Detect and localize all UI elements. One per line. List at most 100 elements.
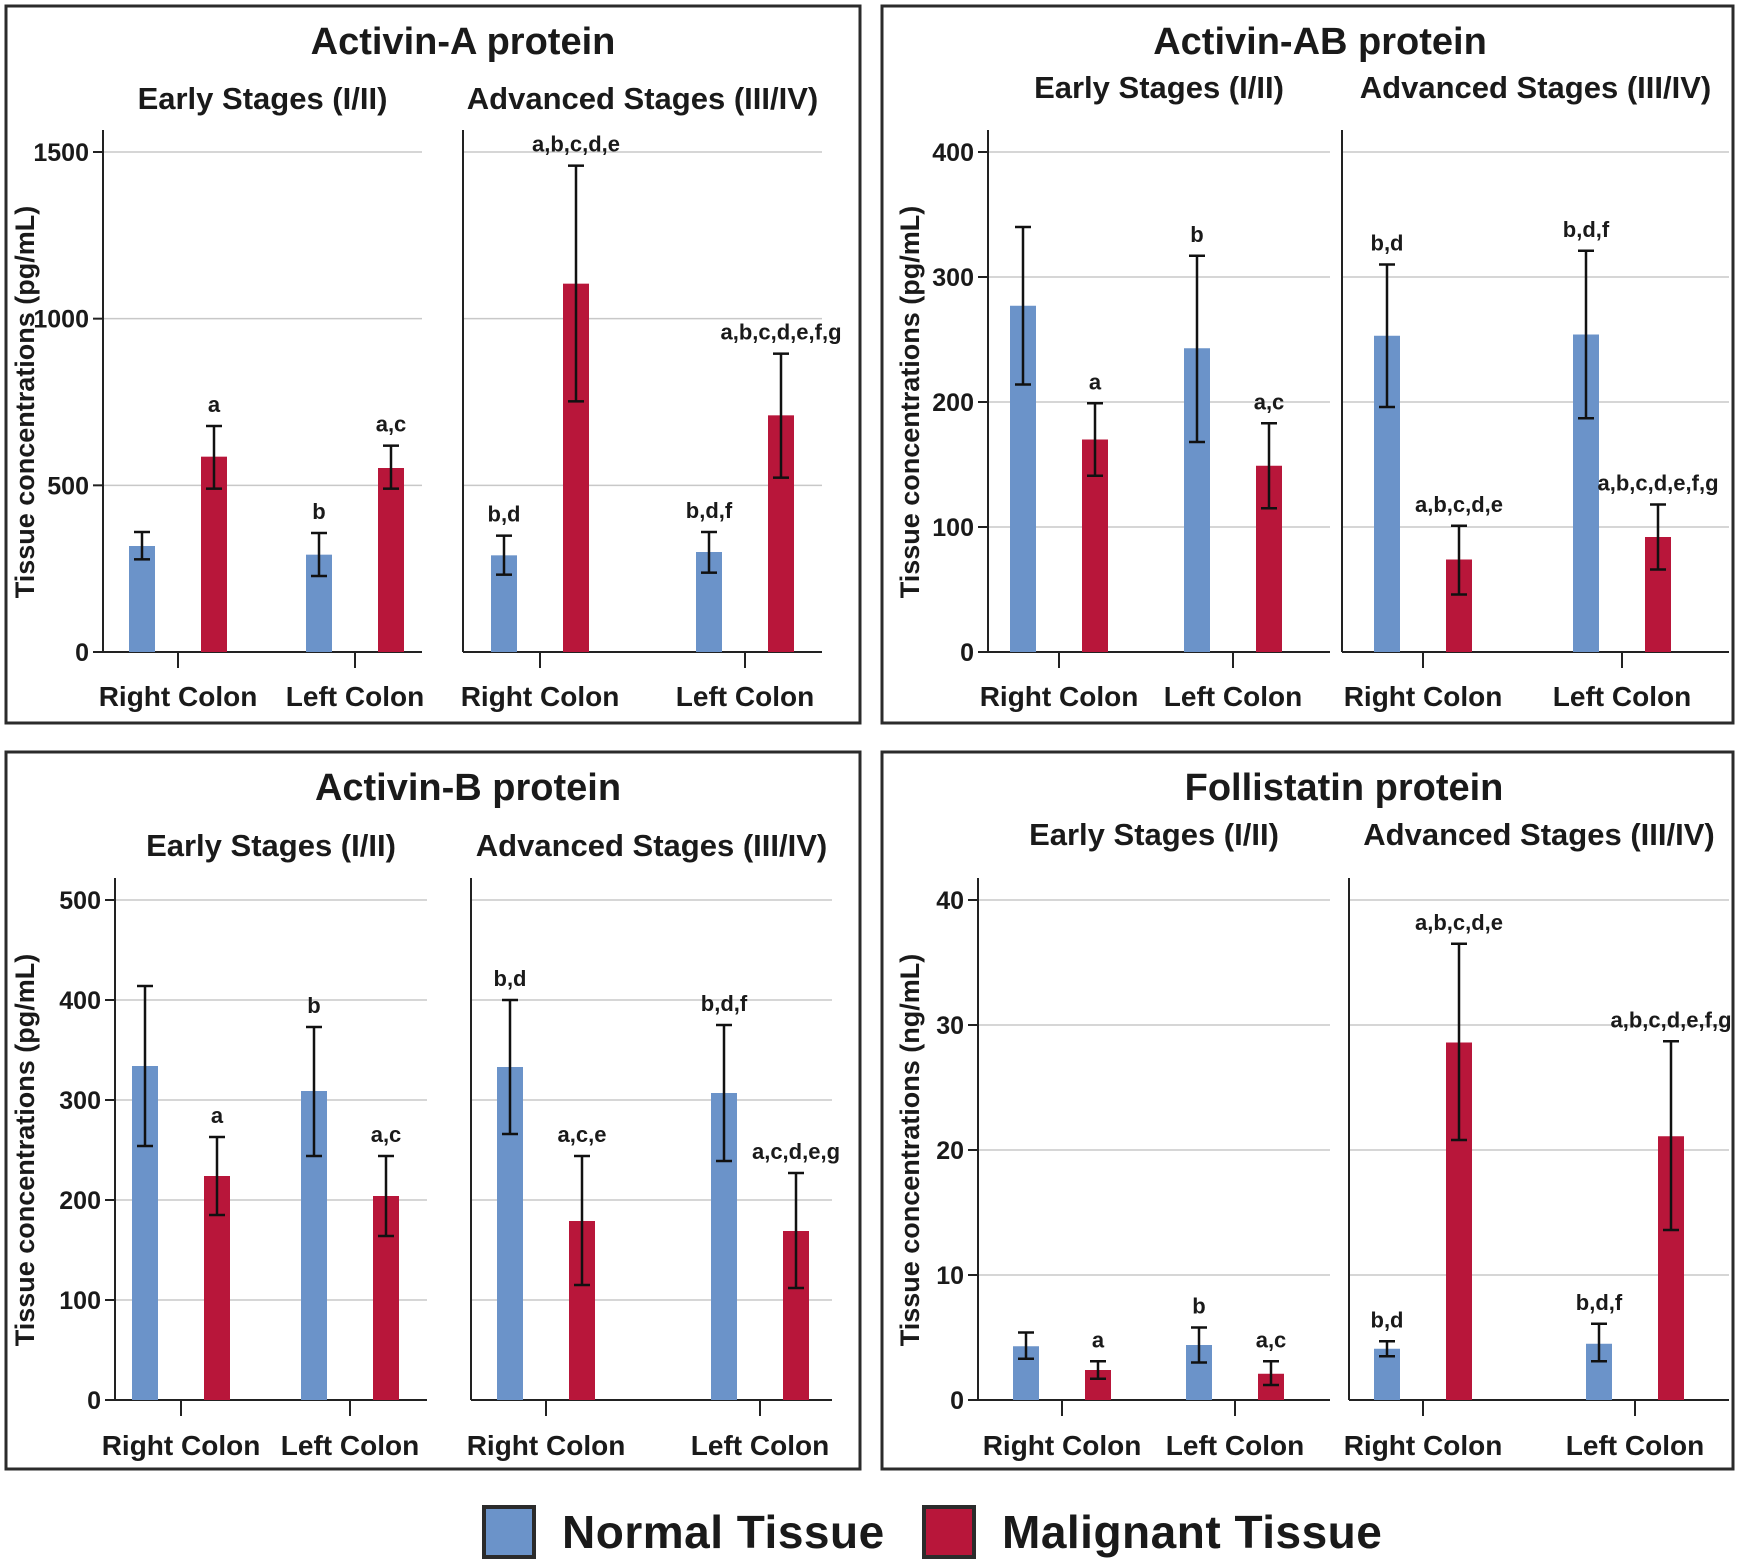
y-axis-label: Tissue concentrations (pg/mL): [10, 206, 40, 599]
panel-early: Early Stages (I/II) 0 10 20 30 40 Right Colon a…: [936, 817, 1330, 1461]
chart-title: Activin-B protein: [315, 767, 621, 809]
significance-label: a,c: [1256, 1327, 1287, 1352]
chart-frame: [880, 4, 1735, 725]
y-tick-label: 0: [950, 1387, 964, 1415]
significance-label: b,d: [1371, 231, 1404, 256]
bar-malignant: [378, 468, 404, 652]
significance-label: b: [312, 499, 325, 524]
legend-normal-swatch: [482, 1505, 536, 1559]
y-axis-label: Tissue concentrations (ng/mL): [895, 954, 925, 1347]
y-tick-label: 30: [936, 1012, 964, 1040]
y-axis-label: Tissue concentrations (pg/mL): [10, 954, 40, 1347]
y-tick-label: 40: [936, 887, 964, 915]
significance-label: a: [1092, 1327, 1105, 1352]
panel-subtitle: Advanced Stages (III/IV): [1363, 817, 1714, 852]
significance-label: b,d,f: [686, 498, 733, 523]
y-tick-label: 20: [936, 1137, 964, 1165]
y-tick-label: 1500: [33, 139, 89, 167]
y-tick-label: 0: [960, 639, 974, 667]
chart-3: Activin-B protein Tissue concentrations (…: [4, 750, 862, 1471]
significance-label: a,b,c,d,e: [532, 132, 620, 157]
significance-label: a,c,d,e,g: [752, 1139, 840, 1164]
significance-label: a,b,c,d,e: [1415, 910, 1503, 935]
significance-label: a,c,e: [558, 1122, 607, 1147]
x-tick-label: Right Colon: [461, 681, 620, 712]
x-tick-label: Right Colon: [1344, 681, 1503, 712]
bar-normal: [129, 546, 155, 652]
legend-malignant-label: Malignant Tissue: [1002, 1506, 1383, 1558]
significance-label: b: [307, 993, 320, 1018]
chart-frame: [880, 750, 1735, 1471]
significance-label: b,d,f: [1576, 1290, 1623, 1315]
x-tick-label: Right Colon: [1344, 1430, 1503, 1461]
significance-label: b,d,f: [1563, 217, 1610, 242]
legend-malignant-swatch: [922, 1505, 976, 1559]
y-tick-label: 400: [59, 987, 101, 1015]
x-tick-label: Left Colon: [1166, 1430, 1304, 1461]
y-tick-label: 100: [59, 1287, 101, 1315]
x-tick-label: Left Colon: [281, 1430, 419, 1461]
significance-label: b,d: [488, 502, 521, 527]
significance-label: b,d: [1371, 1307, 1404, 1332]
significance-label: a,c: [1254, 389, 1285, 414]
significance-label: b,d: [494, 966, 527, 991]
significance-label: a,c: [371, 1122, 402, 1147]
significance-label: a: [211, 1103, 224, 1128]
x-tick-label: Left Colon: [1566, 1430, 1704, 1461]
chart-frame: [4, 750, 862, 1471]
y-tick-label: 200: [59, 1187, 101, 1215]
x-tick-label: Left Colon: [1553, 681, 1691, 712]
legend-malignant: Malignant Tissue: [922, 1502, 1382, 1562]
chart-title: Activin-A protein: [311, 21, 616, 63]
y-axis-label: Tissue concentrations (pg/mL): [895, 206, 925, 599]
x-tick-label: Right Colon: [980, 681, 1139, 712]
panel-advanced: Advanced Stages (III/IV) Right Colon b,d a,…: [467, 828, 840, 1461]
significance-label: a,b,c,d,e,f,g: [720, 320, 841, 345]
significance-label: b,d,f: [701, 991, 748, 1016]
significance-label: a: [1089, 369, 1102, 394]
panel-subtitle: Early Stages (I/II): [138, 81, 388, 116]
x-tick-label: Right Colon: [99, 681, 258, 712]
panel-early: Early Stages (I/II) 0 100 200 300 400 Right Co…: [932, 70, 1330, 712]
y-tick-label: 1000: [33, 306, 89, 334]
panel-advanced: Advanced Stages (III/IV) Right Colon b,d a,…: [1344, 817, 1732, 1461]
panel-advanced: Advanced Stages (III/IV) Right Colon b,d a,…: [1341, 70, 1729, 712]
chart-title: Activin-AB protein: [1153, 21, 1487, 63]
x-tick-label: Right Colon: [467, 1430, 626, 1461]
panel-early: Early Stages (I/II) 0 100 200 300 400 500 Right…: [59, 828, 427, 1461]
x-tick-label: Left Colon: [691, 1430, 829, 1461]
significance-label: a: [208, 392, 221, 417]
y-tick-label: 10: [936, 1262, 964, 1290]
x-tick-label: Left Colon: [676, 681, 814, 712]
panel-early: Early Stages (I/II) 0 500 1000 1500 Right Col…: [33, 81, 424, 712]
y-tick-label: 500: [59, 887, 101, 915]
significance-label: a,c: [376, 412, 407, 437]
significance-label: a,b,c,d,e: [1415, 492, 1503, 517]
x-tick-label: Right Colon: [102, 1430, 261, 1461]
panel-subtitle: Early Stages (I/II): [1034, 70, 1284, 105]
chart-frame: [4, 4, 862, 725]
x-tick-label: Right Colon: [983, 1430, 1142, 1461]
y-tick-label: 200: [932, 389, 974, 417]
x-tick-label: Left Colon: [1164, 681, 1302, 712]
legend-normal-label: Normal Tissue: [562, 1506, 885, 1558]
significance-label: b: [1192, 1294, 1205, 1319]
y-tick-label: 100: [932, 514, 974, 542]
panel-subtitle: Advanced Stages (III/IV): [1360, 70, 1711, 105]
y-tick-label: 0: [87, 1387, 101, 1415]
panel-subtitle: Early Stages (I/II): [146, 828, 396, 863]
legend-normal: Normal Tissue: [482, 1502, 885, 1562]
y-tick-label: 0: [75, 639, 89, 667]
chart-1: Activin-A protein Tissue concentrations (…: [4, 4, 862, 725]
chart-4: Follistatin protein Tissue concentrations…: [880, 750, 1735, 1471]
chart-title: Follistatin protein: [1185, 767, 1504, 809]
significance-label: b: [1190, 222, 1203, 247]
y-tick-label: 300: [932, 264, 974, 292]
chart-2: Activin-AB protein Tissue concentrations …: [880, 4, 1735, 725]
panel-subtitle: Advanced Stages (III/IV): [476, 828, 827, 863]
significance-label: a,b,c,d,e,f,g: [1610, 1007, 1731, 1032]
y-tick-label: 300: [59, 1087, 101, 1115]
panel-subtitle: Advanced Stages (III/IV): [467, 81, 818, 116]
panel-advanced: Advanced Stages (III/IV) Right Colon b,d a,…: [461, 81, 842, 712]
